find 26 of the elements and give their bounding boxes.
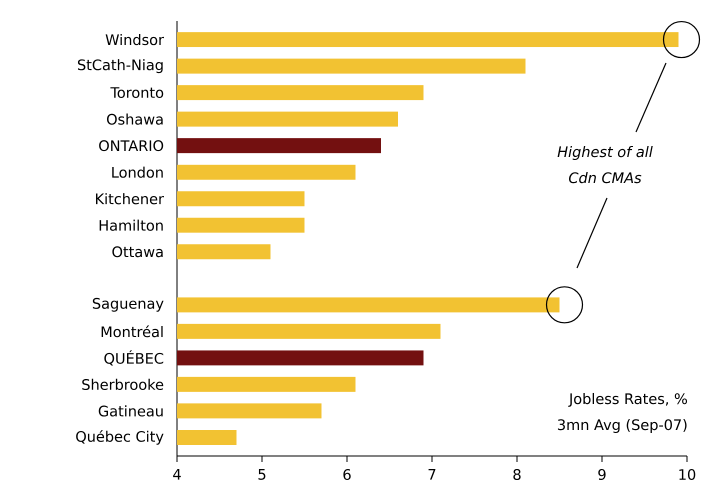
x-tick-label: 7	[428, 469, 436, 480]
y-tick-label: Windsor	[106, 34, 164, 46]
y-tick-label: Toronto	[110, 87, 164, 98]
y-tick-label: StCath-Niag	[78, 59, 163, 74]
y-tick-label: ONTARIO	[99, 140, 164, 152]
y-tick-label: Sherbrooke	[82, 378, 164, 390]
annotation: Highest of all	[558, 146, 653, 160]
y-tick-label: Kitchener	[96, 193, 164, 204]
y-tick-label: Saguenay	[92, 298, 164, 312]
x-tick-label: 8	[513, 469, 521, 480]
y-tick-label: QUÉBEC	[104, 350, 164, 366]
y-tick-label: London	[112, 166, 163, 178]
x-tick-label: 9	[598, 469, 606, 480]
y-tick-label: Gatineau	[98, 405, 163, 417]
y-tick-label: Québec City	[76, 430, 164, 445]
y-tick-label: Montréal	[102, 325, 163, 338]
annotation: Jobless Rates, %	[568, 392, 688, 407]
x-tick-label: 5	[258, 469, 266, 480]
y-tick-label: Hamilton	[100, 220, 163, 231]
y-tick-label: Ottawa	[112, 246, 163, 258]
annotation: 3mn Avg (Sep-07)	[558, 418, 687, 434]
annotation: Cdn CMAs	[568, 172, 642, 184]
x-tick-label: 4	[173, 469, 181, 480]
x-tick-label: 6	[343, 469, 351, 480]
y-tick-label: Oshawa	[106, 114, 163, 125]
x-tick-label: 10	[679, 469, 696, 480]
